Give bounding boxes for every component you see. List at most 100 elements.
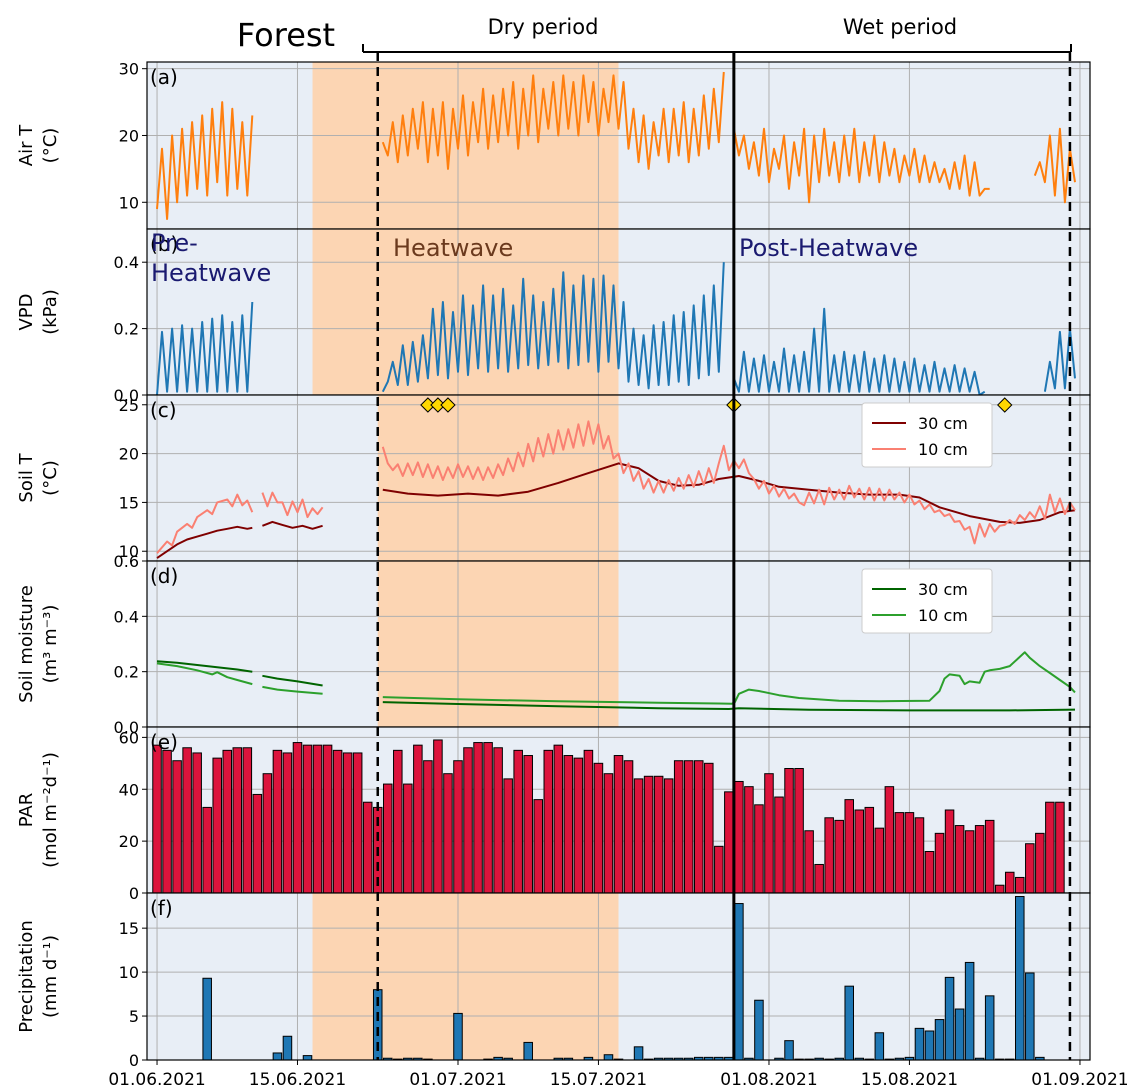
y-tick-label: 10: [119, 542, 139, 561]
bar: [613, 755, 624, 893]
bar: [322, 744, 333, 893]
bar: [643, 775, 654, 893]
bar: [513, 749, 523, 893]
y-tick-label: 0.2: [114, 320, 139, 339]
bar: [944, 809, 955, 893]
x-tick-label: 15.06.2021: [249, 1070, 346, 1090]
y-tick-label: 40: [119, 780, 139, 799]
panel-label: (e): [150, 730, 178, 754]
bar: [784, 768, 794, 893]
panel-b: 0.0 0.2 0.4 VPD (kPa) (b): [16, 228, 1091, 405]
bar: [212, 757, 222, 893]
heatwave-band: [312, 62, 619, 229]
bar: [964, 961, 975, 1060]
bar: [523, 1041, 533, 1060]
plot-area: [156, 420, 1076, 559]
panel-c: 10 15 20 25 Soil T (°C) (c) 30 cm 10 cm: [16, 394, 1091, 562]
event-marker-diamond: [440, 397, 456, 413]
bar: [393, 749, 403, 893]
y-tick-label: 15: [119, 919, 139, 938]
bar: [583, 749, 594, 893]
bar: [774, 796, 784, 893]
bar: [423, 760, 433, 893]
y-axis-label: Precipitation (mm d⁻¹): [16, 920, 61, 1033]
bar: [1025, 843, 1035, 893]
y-tick-label: 0.4: [114, 607, 139, 626]
x-tick-label: 15.07.2021: [550, 1070, 647, 1090]
y-axis-label-line: (°C): [40, 128, 61, 164]
bar: [714, 845, 724, 893]
bar: [433, 739, 443, 893]
y-axis-label: VPD (kPa): [16, 289, 61, 335]
bar: [934, 1019, 945, 1060]
bar: [152, 744, 162, 893]
panel-frame: [146, 892, 1091, 1061]
bar: [162, 749, 172, 893]
x-tick-label: 01.07.2021: [409, 1070, 506, 1090]
bar: [1035, 1056, 1045, 1060]
bar: [874, 1032, 885, 1060]
bar: [352, 752, 363, 893]
bar: [252, 793, 263, 893]
phase-label-heatwave: Heatwave: [393, 234, 513, 262]
bar: [202, 806, 212, 893]
legend-label: 30 cm: [918, 580, 968, 599]
panel-label: (b): [150, 232, 178, 256]
bar: [693, 760, 704, 893]
legend-box: [861, 402, 993, 468]
bar: [182, 747, 192, 893]
bar: [794, 768, 804, 893]
legend-label: 30 cm: [918, 414, 968, 433]
y-axis-label-line: (°C): [40, 460, 61, 496]
bar: [473, 742, 483, 893]
bar: [673, 760, 684, 893]
period-header: Dry period Wet period: [362, 15, 1072, 53]
bar: [764, 773, 774, 893]
bar: [904, 812, 915, 893]
bar: [964, 830, 975, 893]
bar: [272, 1052, 283, 1060]
panel-a: 10 20 30 Air T (°C) (a): [16, 60, 1091, 230]
y-axis-label-line: Soil moisture: [16, 585, 37, 703]
y-tick-label: 0.0: [114, 386, 139, 405]
y-axis-label: PAR (mol m⁻²d⁻¹): [16, 752, 61, 868]
bar: [824, 817, 834, 893]
bar: [583, 1056, 594, 1060]
y-tick-label: 5: [129, 1007, 139, 1026]
bar: [1035, 832, 1045, 893]
bar: [332, 749, 343, 893]
heatwave-band: [312, 893, 619, 1060]
bar: [563, 755, 574, 893]
bar: [914, 1027, 925, 1060]
bar: [884, 786, 895, 893]
y-tick-label: 0.4: [114, 253, 139, 272]
series-line: [1033, 127, 1076, 204]
bar: [202, 977, 212, 1060]
bar: [413, 744, 423, 893]
y-axis-label-line: Soil T: [16, 452, 37, 502]
bar: [553, 744, 564, 893]
y-axis-label-line: VPD: [16, 293, 37, 330]
y-axis-label-line: (kPa): [40, 289, 61, 335]
bar: [994, 884, 1005, 893]
panel-e: 0 20 40 60 PAR (mol m⁻²d⁻¹) (e): [16, 726, 1091, 903]
bar: [362, 801, 373, 893]
bar: [523, 755, 533, 893]
wet-period-label: Wet period: [843, 15, 957, 39]
bar: [744, 786, 754, 893]
series-line: [732, 127, 990, 204]
bar: [834, 819, 844, 893]
bar: [864, 806, 875, 893]
legend-label: 10 cm: [918, 606, 968, 625]
bar: [302, 744, 313, 893]
bar: [192, 752, 202, 893]
plot-area: [202, 896, 1045, 1060]
series-line: [156, 662, 253, 686]
bar: [1015, 896, 1025, 1060]
bar: [222, 749, 233, 893]
x-tick-label: 01.08.2021: [720, 1070, 817, 1090]
bar: [924, 851, 935, 893]
